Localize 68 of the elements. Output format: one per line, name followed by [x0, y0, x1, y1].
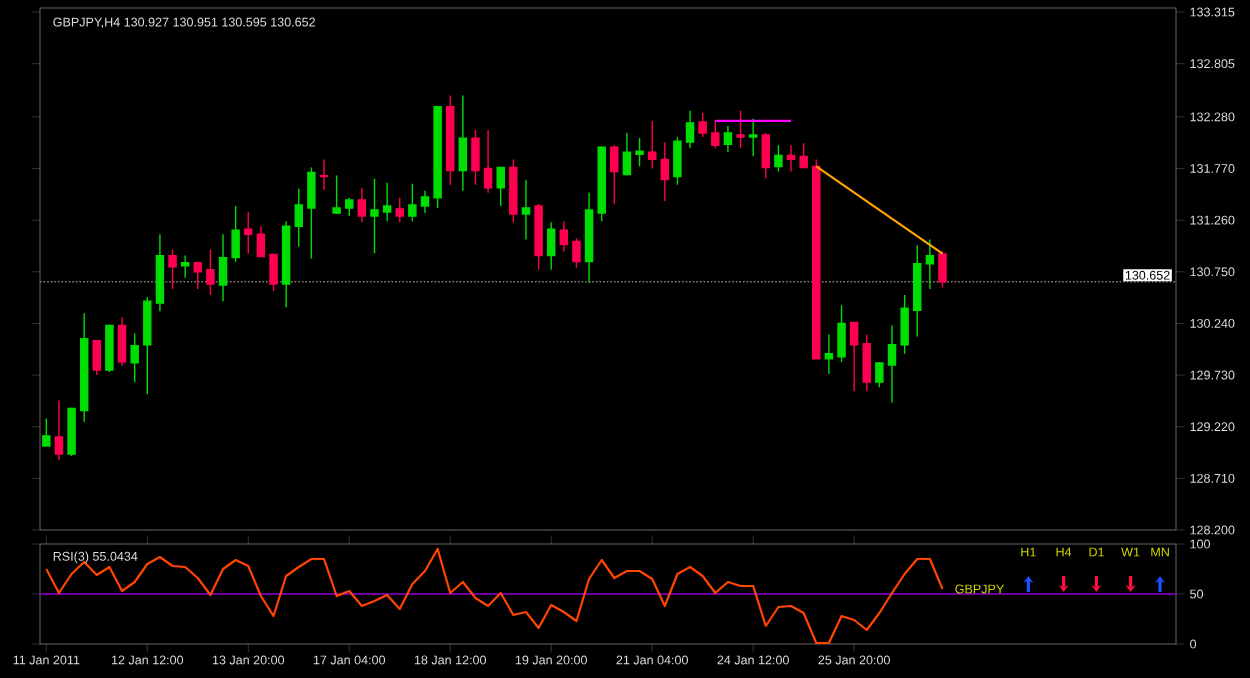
- candlestick: [572, 237, 581, 269]
- candlestick: [685, 110, 695, 149]
- candlestick: [698, 112, 707, 138]
- candlestick: [660, 141, 670, 202]
- candlestick: [155, 233, 165, 312]
- candlestick: [382, 181, 392, 222]
- candlestick: [723, 125, 733, 153]
- candlestick: [584, 192, 594, 284]
- candlestick: [307, 166, 316, 260]
- candlestick: [862, 333, 871, 392]
- candlestick: [534, 203, 543, 271]
- candlestick: [446, 94, 455, 186]
- candlestick: [483, 129, 493, 194]
- candlestick: [774, 144, 783, 173]
- candlestick: [610, 144, 619, 205]
- candlestick: [900, 294, 909, 355]
- candlestick: [711, 120, 720, 149]
- candlestick: [824, 333, 834, 375]
- candlestick: [887, 324, 897, 404]
- candlestick: [332, 174, 341, 215]
- candlestick: [647, 120, 657, 170]
- candlestick: [420, 190, 430, 214]
- candlestick: [67, 406, 76, 457]
- candlestick: [799, 142, 808, 170]
- candlestick: [496, 166, 505, 207]
- candlestick: [54, 399, 64, 461]
- candlestick: [622, 132, 632, 177]
- candlestick: [748, 118, 758, 158]
- candlestick: [319, 158, 329, 191]
- candlestick: [849, 321, 859, 392]
- candlestick: [913, 244, 922, 338]
- candlestick: [218, 233, 228, 302]
- candlestick: [281, 220, 291, 308]
- candlestick: [938, 250, 947, 289]
- candlestick: [42, 417, 51, 447]
- candlestick: [79, 312, 89, 423]
- candlestick: [345, 197, 354, 217]
- candlestick: [521, 178, 531, 241]
- candlestick: [786, 144, 796, 173]
- candlestick: [168, 248, 177, 290]
- candlestick: [92, 339, 102, 376]
- candlestick: [471, 129, 480, 186]
- candlestick: [180, 254, 190, 279]
- candlestick: [433, 106, 442, 209]
- candlestick: [256, 225, 266, 258]
- candlestick: [231, 205, 240, 263]
- candlestick: [509, 158, 518, 223]
- line-series: [45, 547, 944, 645]
- candlestick: [673, 136, 682, 186]
- candlestick: [597, 145, 606, 222]
- candlestick: [143, 296, 152, 395]
- candlestick: [357, 187, 367, 223]
- candlestick: [812, 158, 821, 360]
- candlestick: [395, 197, 404, 223]
- candlestick: [837, 304, 846, 363]
- candlestick: [117, 316, 127, 367]
- candlestick: [294, 188, 303, 248]
- candlestick: [546, 221, 556, 271]
- candlestick: [458, 94, 468, 192]
- candlestick: [559, 220, 569, 253]
- candlestick: [925, 238, 935, 290]
- candlestick: [761, 132, 771, 180]
- candlestick: [130, 332, 139, 383]
- candlestick: [875, 361, 884, 388]
- candlestick: [408, 182, 417, 222]
- candlestick: [269, 252, 278, 292]
- candlestick: [206, 248, 215, 296]
- candlestick: [105, 323, 114, 373]
